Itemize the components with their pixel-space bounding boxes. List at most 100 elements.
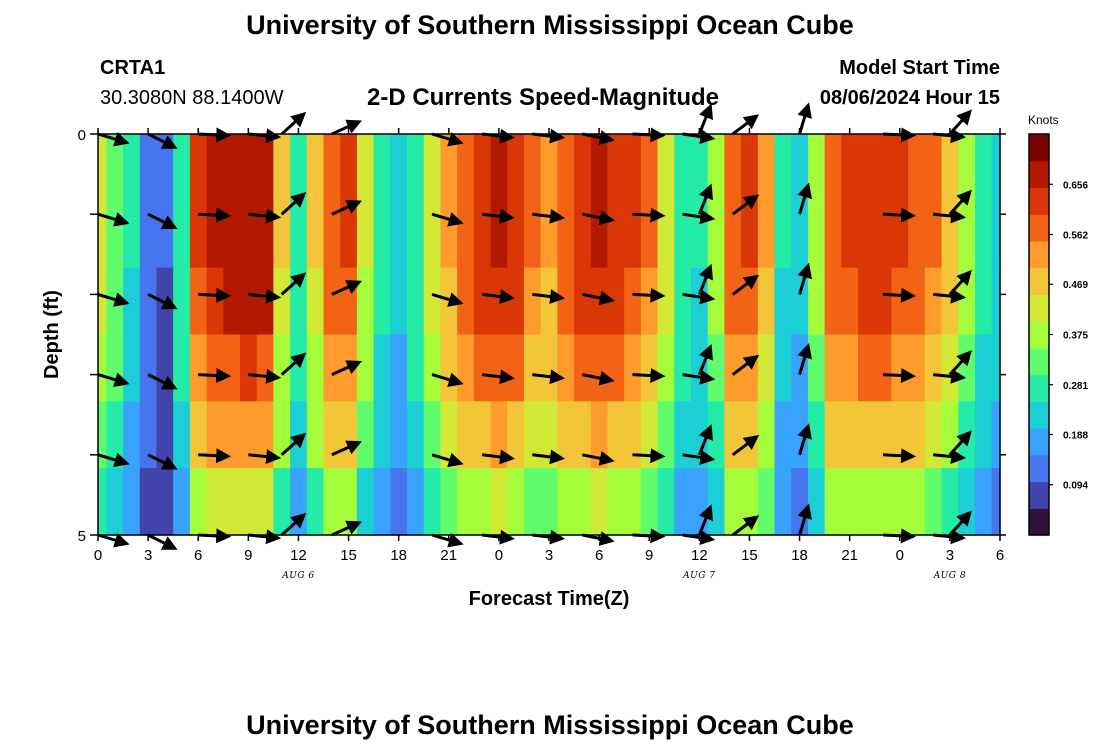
current-arrow xyxy=(97,292,130,307)
heat-cell xyxy=(858,267,876,336)
heat-cell xyxy=(991,401,1001,469)
heat-cell xyxy=(407,468,425,536)
heat-cell xyxy=(340,267,358,336)
heat-cell xyxy=(674,334,692,402)
heat-cell xyxy=(908,401,926,469)
heat-cell xyxy=(574,334,592,402)
x-tick-label: 3 xyxy=(545,547,553,564)
y-tick-label: 0 xyxy=(78,127,86,144)
heat-cell xyxy=(507,200,525,269)
heat-cell xyxy=(98,267,107,336)
heat-cell xyxy=(123,334,141,402)
heat-cell xyxy=(323,134,341,202)
heat-cell xyxy=(624,334,642,402)
heat-cell xyxy=(206,468,224,536)
heat-cell xyxy=(841,267,859,336)
heat-cell xyxy=(407,401,425,469)
current-arrow xyxy=(431,452,464,468)
heat-cell xyxy=(156,134,174,202)
heat-cell xyxy=(807,267,826,336)
current-arrow xyxy=(697,183,713,215)
current-arrow xyxy=(948,430,972,456)
heat-cell xyxy=(490,267,508,336)
heat-cell xyxy=(473,468,492,536)
x-tick-label: 21 xyxy=(440,547,457,564)
heat-cell xyxy=(640,267,659,336)
current-arrow xyxy=(482,369,515,385)
heat-cell xyxy=(306,200,325,269)
current-arrow xyxy=(280,192,307,216)
heat-cell xyxy=(440,134,458,202)
heat-cell xyxy=(356,200,375,269)
heat-cell xyxy=(908,267,926,336)
heat-cell xyxy=(640,200,659,269)
heat-cell xyxy=(741,200,759,269)
heat-cell xyxy=(189,134,208,202)
x-tick-label: 21 xyxy=(841,547,858,564)
current-arrow xyxy=(882,207,917,223)
heat-cell xyxy=(373,267,391,336)
current-arrow xyxy=(198,207,232,223)
heat-cell xyxy=(323,401,341,469)
heat-cell xyxy=(891,267,909,336)
heat-cell xyxy=(941,401,959,469)
colorbar-segment xyxy=(1029,134,1049,162)
heat-cell xyxy=(841,468,859,536)
current-arrow xyxy=(697,263,713,295)
heat-cell xyxy=(373,401,391,469)
current-arrow xyxy=(147,132,178,149)
current-arrow xyxy=(682,209,716,225)
heat-cell xyxy=(340,200,358,269)
model-start-value: 08/06/2024 Hour 15 xyxy=(819,87,1000,109)
heat-cell xyxy=(958,200,976,269)
heat-cell xyxy=(256,334,274,402)
heat-cell xyxy=(356,334,375,402)
current-arrow xyxy=(948,109,972,136)
heat-cell xyxy=(98,468,107,536)
heat-cell xyxy=(607,134,625,202)
heat-cell xyxy=(874,200,893,269)
heat-cell xyxy=(991,200,1001,269)
current-arrow xyxy=(933,208,967,224)
current-arrow xyxy=(431,131,464,147)
current-arrow xyxy=(97,372,130,387)
heat-cell xyxy=(206,200,224,269)
colorbar-tick-label: 0.469 xyxy=(1063,280,1088,291)
current-arrow xyxy=(697,103,713,135)
heat-cell xyxy=(841,134,859,202)
heat-cell xyxy=(757,468,776,536)
current-arrow xyxy=(882,287,917,303)
heat-cell xyxy=(173,200,191,269)
heat-cell xyxy=(106,401,124,469)
heat-cell xyxy=(991,334,1001,402)
heat-cell xyxy=(874,134,893,202)
heat-cell xyxy=(390,334,408,402)
heat-cell xyxy=(874,334,893,402)
heat-cell xyxy=(273,334,291,402)
heat-cell xyxy=(757,134,776,202)
heat-cell xyxy=(273,468,291,536)
current-arrow xyxy=(582,531,615,546)
heat-cell xyxy=(724,468,742,536)
heat-cell xyxy=(407,134,425,202)
current-arrow xyxy=(431,532,464,548)
heat-cell xyxy=(256,200,274,269)
colorbar-tick-label: 0.375 xyxy=(1063,331,1088,342)
heat-cell xyxy=(356,401,375,469)
model-start-label: Model Start Time xyxy=(839,57,1000,79)
heat-cell xyxy=(908,334,926,402)
heat-cell xyxy=(256,267,274,336)
heat-cell xyxy=(457,200,475,269)
heat-cell xyxy=(958,267,976,336)
heat-cell xyxy=(757,200,776,269)
current-arrow xyxy=(697,343,713,376)
heat-cell xyxy=(239,334,258,402)
heat-cell xyxy=(640,401,659,469)
colorbar-segment xyxy=(1029,428,1049,456)
current-arrow xyxy=(582,290,615,306)
x-tick-label: 0 xyxy=(896,547,904,564)
current-arrow xyxy=(632,368,666,383)
x-tick-label: 3 xyxy=(946,547,954,564)
current-arrow xyxy=(248,288,282,304)
current-arrow xyxy=(482,289,515,304)
